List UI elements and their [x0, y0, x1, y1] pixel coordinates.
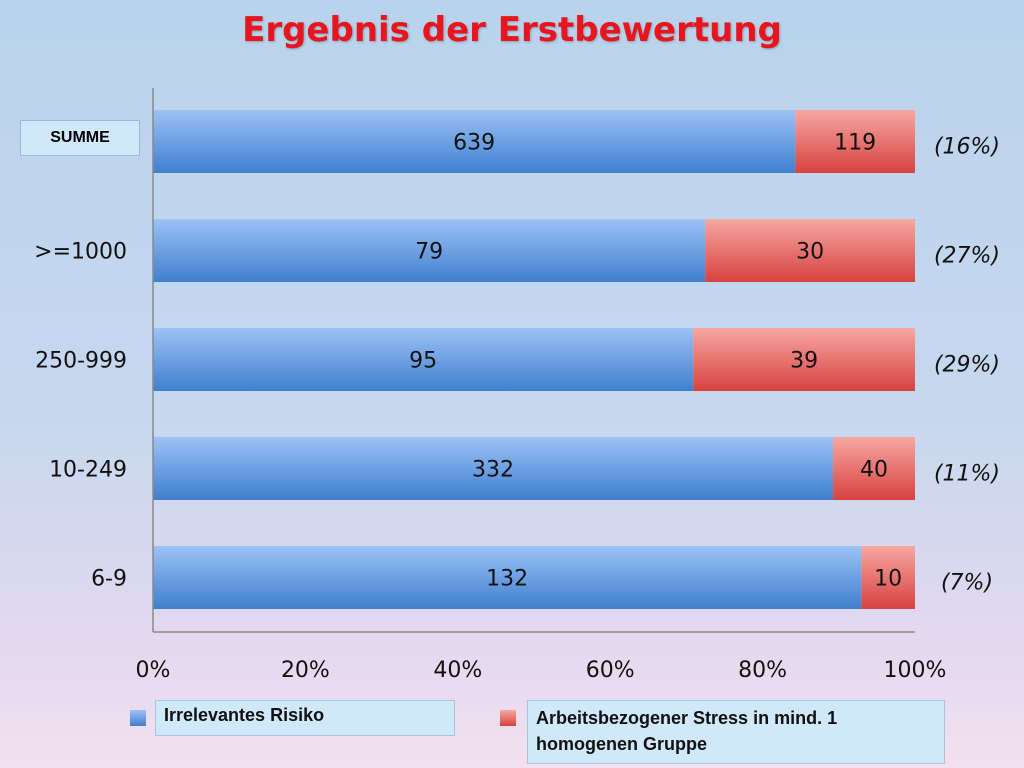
x-tick-label: 20% — [281, 658, 330, 683]
bar-irrelevantes-risiko — [153, 437, 834, 500]
legend-label-2: Arbeitsbezogener Stress in mind. 1 homog… — [536, 708, 838, 754]
x-tick-label: 0% — [136, 658, 171, 683]
category-label: 6-9 — [91, 567, 127, 592]
bar-arbeitsbezogener-stress — [833, 437, 915, 500]
summe-label-box: SUMME — [20, 120, 140, 156]
legend-item-arbeitsbezogener-stress: Arbeitsbezogener Stress in mind. 1 homog… — [527, 700, 945, 764]
bar-value-label: 639 — [453, 131, 495, 156]
x-tick-label: 60% — [586, 658, 635, 683]
bar-irrelevantes-risiko — [153, 328, 694, 391]
category-label: >=1000 — [34, 240, 127, 265]
bar-value-label: 119 — [834, 131, 876, 156]
bar-arbeitsbezogener-stress — [693, 328, 915, 391]
legend-swatch-red-icon — [500, 710, 516, 726]
bar-value-label: 95 — [409, 349, 437, 374]
bar-arbeitsbezogener-stress — [705, 219, 915, 282]
bar-value-label: 40 — [860, 458, 888, 483]
x-tick-label: 100% — [884, 658, 947, 683]
category-label: 10-249 — [49, 458, 127, 483]
bar-arbeitsbezogener-stress — [861, 546, 915, 609]
bar-value-label: 79 — [415, 240, 443, 265]
legend-item-irrelevantes-risiko: Irrelevantes Risiko — [155, 700, 455, 736]
labels-layer: 639 119 (16%) 79 30 (27%) >=1000 95 39 (29%) 250-9… — [34, 131, 1000, 684]
bar-value-label: 30 — [796, 240, 824, 265]
bar-irrelevantes-risiko — [153, 110, 796, 173]
chart-title: Ergebnis der Erstbewertung — [242, 10, 782, 50]
bar-value-label: 39 — [790, 349, 818, 374]
percent-annotation: (7%) — [941, 571, 993, 596]
percent-annotation: (27%) — [934, 244, 1000, 269]
percent-annotation: (16%) — [934, 135, 1000, 160]
x-tick-label: 40% — [433, 658, 482, 683]
bar-irrelevantes-risiko — [153, 219, 706, 282]
category-label: 250-999 — [35, 349, 127, 374]
bar-value-label: 132 — [486, 567, 528, 592]
bar-value-label: 332 — [472, 458, 514, 483]
x-tick-label: 80% — [738, 658, 787, 683]
bar-arbeitsbezogener-stress — [795, 110, 915, 173]
bars-layer — [153, 110, 915, 609]
bar-value-label: 10 — [874, 567, 902, 592]
legend-swatch-blue-icon — [130, 710, 146, 726]
percent-annotation: (11%) — [934, 462, 1000, 487]
legend-label-1: Irrelevantes Risiko — [164, 705, 325, 725]
percent-annotation: (29%) — [934, 353, 1000, 378]
bar-irrelevantes-risiko — [153, 546, 862, 609]
